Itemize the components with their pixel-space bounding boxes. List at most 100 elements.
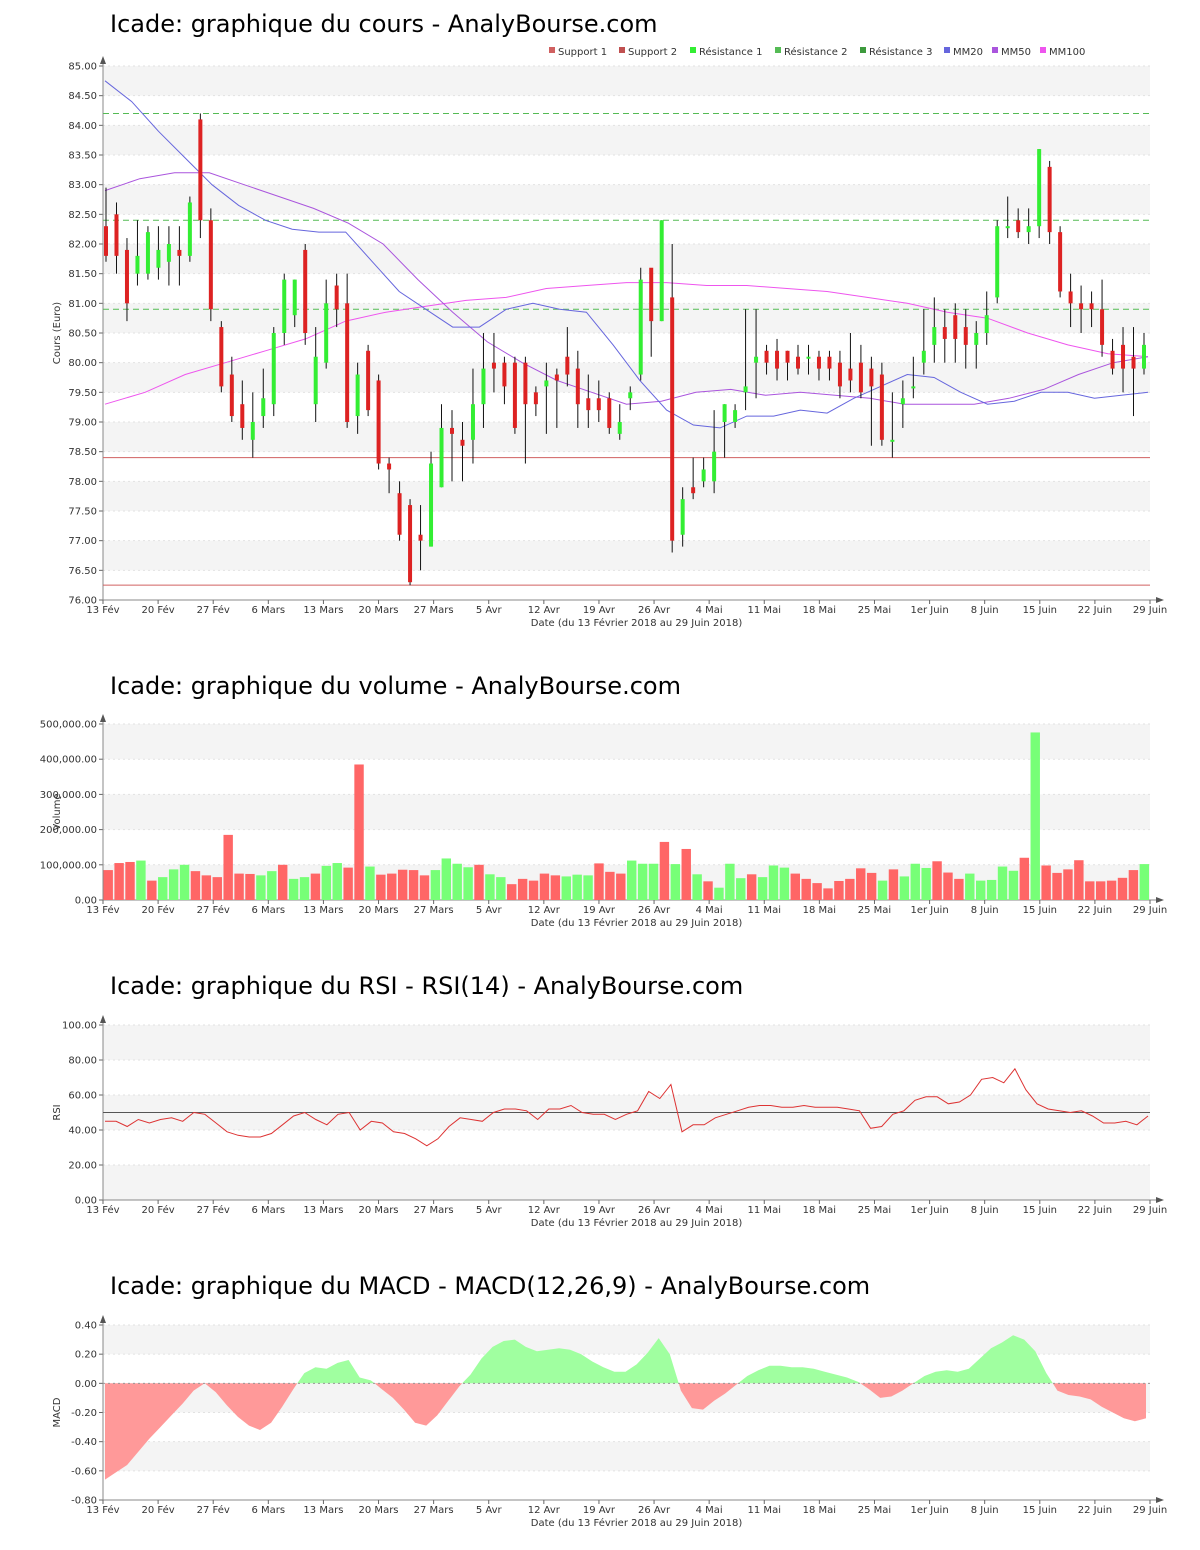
x-tick-label: 13 Mars [303, 905, 343, 916]
candle-body [376, 380, 381, 464]
volume-bar [910, 863, 920, 900]
macd-chart-title: Icade: graphique du MACD - MACD(12,26,9)… [110, 1272, 871, 1300]
volume-bar [921, 867, 931, 900]
candle-body [963, 327, 968, 345]
x-tick-label: 20 Mars [359, 1205, 399, 1216]
volume-bar [572, 874, 582, 900]
candle-body [512, 362, 517, 428]
volume-bar [605, 871, 615, 900]
legend-swatch [775, 47, 781, 53]
grid-band [103, 1441, 1150, 1471]
candle-body [114, 214, 119, 256]
y-tick-label: 79.50 [68, 388, 97, 399]
x-tick-label: 22 Juin [1078, 905, 1112, 916]
candle-body [1005, 226, 1010, 229]
y-tick-label: 80.00 [68, 1056, 97, 1067]
y-tick-label: 400,000.00 [40, 755, 97, 766]
grid-band [103, 864, 1150, 900]
volume-bar [812, 883, 822, 900]
candle-body [796, 356, 800, 369]
x-tick-label: 20 Mars [359, 905, 399, 916]
legend-swatch [944, 47, 950, 53]
candle-body [649, 267, 654, 322]
grid-band [103, 184, 1150, 215]
candle-body [785, 350, 790, 363]
candle-body [607, 398, 612, 428]
x-tick-label: 20 Mars [359, 605, 399, 616]
x-tick-label: 22 Juin [1078, 605, 1112, 616]
volume-bar [746, 874, 757, 900]
candle-body [890, 439, 895, 442]
candle-body [848, 368, 853, 381]
legend-label: Support 1 [558, 47, 607, 58]
y-tick-label: -0.40 [71, 1437, 97, 1448]
mm100-line [104, 282, 1149, 405]
candle-body [984, 315, 989, 333]
x-tick-label: 29 Juin [1133, 1505, 1167, 1516]
x-tick-label: 18 Mai [803, 905, 836, 916]
x-tick-label: 6 Mars [252, 905, 286, 916]
candle-body [208, 220, 213, 310]
volume-bar [1095, 881, 1106, 900]
candle-body [565, 356, 570, 375]
candle-body [1100, 309, 1105, 345]
volume-bar [954, 878, 964, 900]
x-tick-label: 8 Juin [971, 905, 999, 916]
grid-band [103, 794, 1150, 830]
candle-body [1058, 232, 1063, 292]
volume-bar [430, 870, 441, 900]
volume-bar [1139, 864, 1149, 900]
volume-bar [965, 873, 975, 900]
x-tick-label: 15 Juin [1023, 605, 1057, 616]
x-tick-label: 13 Fév [86, 904, 119, 916]
y-tick-label: 200,000.00 [40, 825, 97, 836]
volume-bar [888, 869, 899, 900]
volume-bar [1117, 877, 1128, 900]
volume-bar [1008, 870, 1019, 900]
x-tick-label: 25 Mai [858, 605, 891, 616]
volume-bar [288, 878, 299, 900]
x-tick-label: 27 Mars [414, 905, 454, 916]
volume-bar [976, 880, 986, 900]
candle-body [104, 226, 108, 256]
y-tick-label: 77.50 [68, 507, 97, 518]
x-tick-label: 27 Mars [414, 1505, 454, 1516]
volume-bar [714, 887, 724, 900]
y-axis-arrow [100, 56, 106, 64]
candle-body [1121, 344, 1126, 369]
y-tick-label: 81.50 [68, 269, 97, 280]
volume-bar [245, 873, 255, 900]
y-tick-label: 80.50 [68, 329, 97, 340]
volume-bar [790, 873, 800, 900]
grid-band [103, 481, 1150, 511]
x-tick-label: 20 Fév [142, 904, 175, 916]
candle-body [408, 505, 413, 583]
candle-body [617, 422, 622, 434]
volume-bar [768, 865, 779, 900]
candle-body [502, 362, 507, 387]
candle-body [334, 285, 339, 310]
price-chart-title: Icade: graphique du cours - AnalyBourse.… [110, 10, 658, 38]
volume-bar [1030, 732, 1040, 900]
candle-body [533, 392, 538, 405]
x-tick-label: 13 Mars [303, 1505, 343, 1516]
x-tick-label: 29 Juin [1133, 1205, 1167, 1216]
legend-swatch [619, 47, 625, 53]
volume-bar [463, 867, 473, 900]
legend-label: MM20 [953, 47, 983, 58]
legend-label: Support 2 [628, 47, 677, 58]
candle-body [271, 333, 276, 405]
candle-body [1079, 303, 1084, 310]
volume-bar [1085, 881, 1095, 900]
volume-bar [256, 875, 266, 900]
volume-bar [376, 874, 386, 900]
volume-bar [201, 875, 212, 900]
x-tick-label: 19 Avr [583, 605, 616, 616]
x-tick-label: 5 Avr [476, 605, 503, 616]
legend-label: Résistance 3 [869, 46, 932, 58]
volume-bar [408, 870, 419, 900]
candle-body [397, 493, 402, 535]
volume-bar [387, 873, 397, 900]
candle-body [995, 226, 1000, 298]
grid-band [103, 1025, 1150, 1060]
